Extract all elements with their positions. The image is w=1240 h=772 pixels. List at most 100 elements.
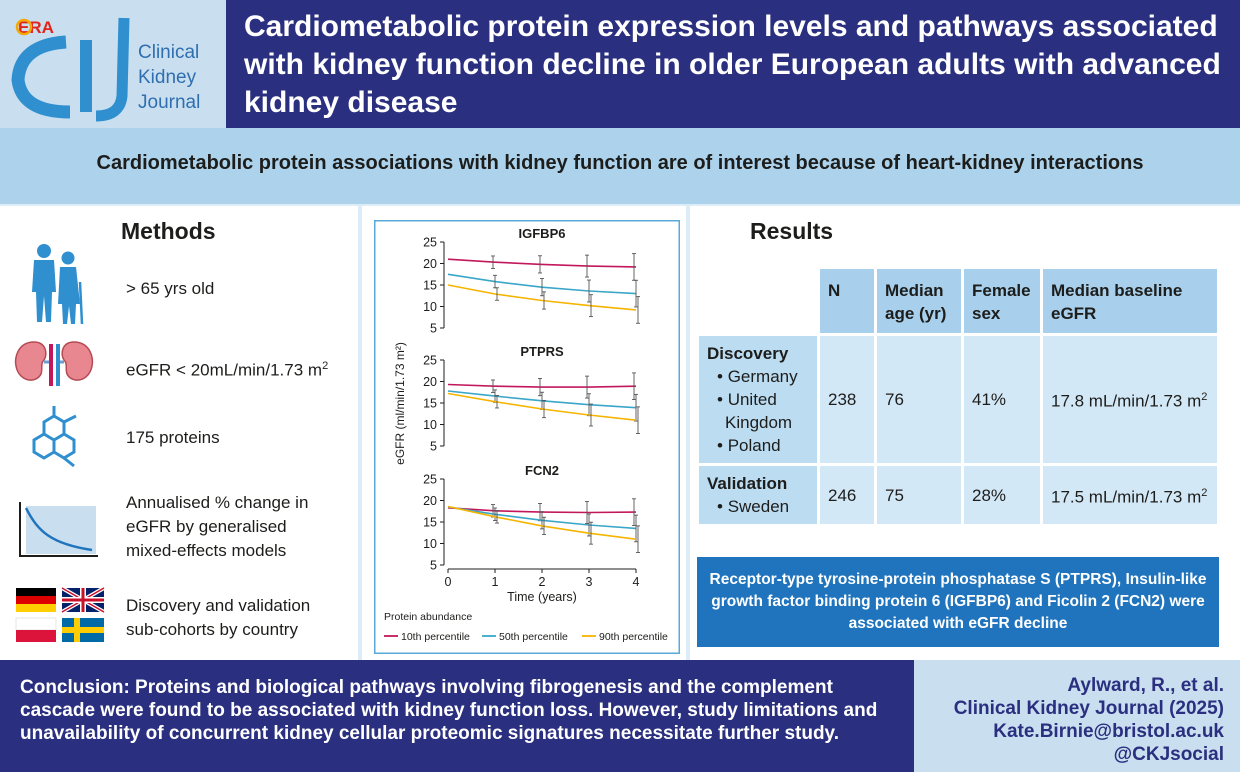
citation-panel (914, 660, 1240, 772)
panel-title-igfbp6: IGFBP6 (519, 226, 566, 241)
y-tick-label: 15 (423, 516, 437, 530)
y-axis-label: eGFR (ml/min/1.73 m²) (393, 342, 407, 465)
table-row-validation: Validation • Sweden 246 75 28% 17.5 mL/m… (699, 466, 1217, 524)
header-median-egfr: Median baseline eGFR (1043, 269, 1217, 333)
cell-n: 246 (820, 466, 874, 524)
citation-authors: Aylward, R., et al. (1067, 675, 1224, 696)
key-finding-box: Receptor-type tyrosine-protein phosphata… (697, 557, 1219, 647)
x-tick-label: 3 (586, 575, 593, 589)
y-tick-label: 10 (423, 418, 437, 432)
subtitle-band (0, 128, 1240, 204)
y-tick-label: 20 (423, 375, 437, 389)
country-list: • Germany • United Kingdom • Poland (707, 365, 809, 457)
page-title: Cardiometabolic protein expression level… (244, 10, 1221, 119)
x-tick-label: 0 (445, 575, 452, 589)
method-proteins-text: 175 proteins (126, 428, 220, 447)
x-tick-label: 4 (633, 575, 640, 589)
ckj-c-shape (11, 35, 71, 119)
x-tick-label: 2 (539, 575, 546, 589)
cell-age: 76 (877, 336, 961, 463)
y-tick-label: 5 (430, 559, 437, 573)
key-finding-text: Receptor-type tyrosine-protein phosphata… (709, 571, 1207, 632)
egfr-trajectory-chart: IGFBP6510152025PTPRS510152025FCN25101520… (374, 220, 680, 654)
results-header-row: N Median age (yr) Female sex Median base… (699, 269, 1217, 333)
method-egfr-superscript: 2 (322, 360, 329, 372)
country-list: • Sweden (707, 495, 809, 518)
method-egfr-value: eGFR < 20mL/min/1.73 m (126, 360, 323, 380)
ckj-logo: ERA Clinical Kidney Journal (11, 17, 200, 122)
series-line-10th-percentile (447, 383, 637, 388)
logo-word-clinical: Clinical (138, 42, 199, 63)
x-tick-label: 1 (492, 575, 499, 589)
method-cohorts-text: Discovery and validation sub-cohorts by … (126, 596, 311, 639)
table-corner-cell (699, 269, 817, 333)
legend-title: Protein abundance (384, 611, 472, 623)
citation-social[interactable]: @CKJsocial (1113, 744, 1224, 765)
header-n: N (820, 269, 874, 333)
legend-item: 90th percentile (599, 631, 668, 643)
country-item: • Sweden (717, 497, 790, 516)
series-line-90th-percentile (447, 505, 637, 540)
logo-word-journal: Journal (138, 92, 200, 113)
header-median-age: Median age (yr) (877, 269, 961, 333)
method-egfr-text: eGFR < 20mL/min/1.73 m2 (126, 354, 328, 383)
subtitle: Cardiometabolic protein associations wit… (96, 152, 1144, 174)
cell-age: 75 (877, 466, 961, 524)
cell-egfr: 17.8 mL/min/1.73 m2 (1043, 336, 1217, 463)
header-female-sex: Female sex (964, 269, 1040, 333)
legend-item: 50th percentile (499, 631, 568, 643)
country-item: • United Kingdom (717, 390, 793, 432)
results-table: N Median age (yr) Female sex Median base… (696, 266, 1220, 527)
y-tick-label: 15 (423, 397, 437, 411)
panel-title-ptprs: PTPRS (520, 344, 564, 359)
citation-block: Aylward, R., et al. Clinical Kidney Jour… (954, 674, 1224, 766)
y-tick-label: 25 (423, 236, 437, 250)
results-title: Results (750, 218, 834, 244)
decline-curve-icon (19, 502, 98, 557)
y-tick-label: 20 (423, 494, 437, 508)
series-line-90th-percentile (447, 392, 637, 421)
legend-item: 10th percentile (401, 631, 470, 643)
poland-flag-icon (15, 617, 57, 642)
y-tick-label: 10 (423, 537, 437, 551)
journal-logo-panel: ERA Clinical Kidney Journal (0, 0, 226, 128)
uk-flag-icon (61, 586, 105, 614)
country-item: • Germany (717, 367, 798, 386)
series-line-90th-percentile (447, 284, 637, 311)
cohort-name: Discovery (707, 344, 789, 363)
panel-title-fcn2: FCN2 (525, 463, 559, 478)
table-row-discovery: Discovery • Germany • United Kingdom • P… (699, 336, 1217, 463)
method-age-text: > 65 yrs old (126, 279, 215, 298)
y-tick-label: 25 (423, 473, 437, 487)
hexagon-molecule-icon (32, 406, 77, 468)
country-item: • Poland (717, 436, 781, 455)
y-tick-label: 10 (423, 300, 437, 314)
cell-n: 238 (820, 336, 874, 463)
y-tick-label: 15 (423, 279, 437, 293)
cohort-cell-discovery: Discovery • Germany • United Kingdom • P… (699, 336, 817, 463)
y-tick-label: 25 (423, 354, 437, 368)
conclusion-banner (0, 660, 914, 772)
methods-title: Methods (121, 218, 216, 244)
cell-egfr: 17.5 mL/min/1.73 m2 (1043, 466, 1217, 524)
logo-word-kidney: Kidney (138, 67, 197, 88)
sweden-flag-icon (62, 618, 104, 642)
methods-panel: Methods > 65 yrs old eGFR < 20mL/min/1.7… (0, 206, 358, 660)
x-axis-label: Time (years) (507, 590, 577, 604)
chart-panel: IGFBP6 5 10 15 20 25 PTPRS 5 10 15 20 25 FCN2 5 10 15 20… (362, 206, 686, 660)
y-tick-label: 20 (423, 257, 437, 271)
ckj-j-shape (95, 17, 130, 122)
era-logo-mark (15, 18, 33, 36)
y-tick-label: 5 (430, 440, 437, 454)
cohort-cell-validation: Validation • Sweden (699, 466, 817, 524)
cell-female: 28% (964, 466, 1040, 524)
germany-flag-icon (16, 588, 56, 612)
method-model-text: Annualised % change in eGFR by generalis… (126, 493, 309, 560)
conclusion-text: Conclusion: Proteins and biological path… (20, 677, 878, 744)
header-banner: Cardiometabolic protein expression level… (226, 0, 1240, 128)
citation-email[interactable]: Kate.Birnie@bristol.ac.uk (993, 721, 1224, 742)
cohort-name: Validation (707, 474, 788, 493)
citation-journal: Clinical Kidney Journal (2025) (953, 698, 1224, 719)
kidneys-icon (14, 341, 94, 386)
country-flags-icon (15, 586, 105, 642)
